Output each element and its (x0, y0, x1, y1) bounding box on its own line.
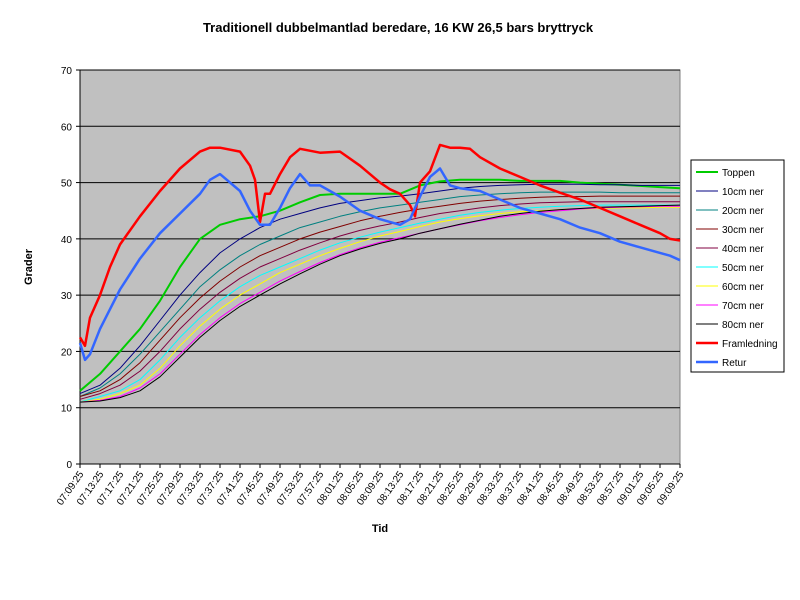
y-tick-label: 0 (66, 460, 72, 471)
series-lines (78, 143, 681, 403)
y-tick-label: 30 (61, 291, 73, 302)
y-axis-label: Grader (23, 248, 35, 285)
legend-label: Framledning (722, 339, 778, 350)
x-axis-label: Tid (372, 523, 388, 535)
legend-item: 30cm ner (696, 225, 764, 236)
legend-item: 20cm ner (696, 206, 764, 217)
legend-label: 50cm ner (722, 263, 764, 274)
legend-label: 60cm ner (722, 282, 764, 293)
legend-item: 70cm ner (696, 301, 764, 312)
legend-item: Retur (696, 358, 747, 369)
legend-label: 10cm ner (722, 187, 764, 198)
plot-area (79, 69, 681, 465)
y-axis: 0 10 20 30 40 50 60 70 (61, 66, 80, 471)
legend-item: 40cm ner (696, 244, 764, 255)
chart-title: Traditionell dubbelmantlad beredare, 16 … (203, 20, 594, 35)
legend: Toppen 10cm ner 20cm ner 30cm ner 40cm ner 50… (696, 168, 778, 369)
y-tick-label: 20 (61, 347, 73, 358)
legend-label: 80cm ner (722, 320, 764, 331)
legend-item: Toppen (696, 168, 755, 179)
y-tick-label: 70 (61, 66, 73, 77)
y-tick-label: 10 (61, 404, 73, 415)
y-tick-label: 60 (61, 122, 73, 133)
series-line-retur (78, 167, 681, 362)
series-line-10cm-ner (79, 183, 680, 395)
legend-item: Framledning (696, 339, 778, 350)
series-line-40cm-ner (79, 201, 680, 400)
series-line-toppen (79, 178, 681, 392)
series-line-30cm-ner (79, 195, 680, 397)
legend-item: 60cm ner (696, 282, 764, 293)
y-tick-label: 50 (61, 179, 73, 190)
series-line-50cm-ner (79, 204, 680, 403)
legend-item: 80cm ner (696, 320, 764, 331)
legend-box (690, 159, 785, 373)
series-line-framledning (78, 143, 681, 348)
legend-label: Retur (722, 358, 747, 369)
legend-label: 70cm ner (722, 301, 764, 312)
series-line-20cm-ner (79, 191, 680, 397)
series-line-80cm-ner (79, 204, 681, 403)
y-tick-label: 40 (61, 235, 73, 246)
legend-label: Toppen (722, 168, 755, 179)
legend-label: 20cm ner (722, 206, 764, 217)
legend-item: 10cm ner (696, 187, 764, 198)
legend-label: 30cm ner (722, 225, 764, 236)
legend-item: 50cm ner (696, 263, 764, 274)
legend-label: 40cm ner (722, 244, 764, 255)
